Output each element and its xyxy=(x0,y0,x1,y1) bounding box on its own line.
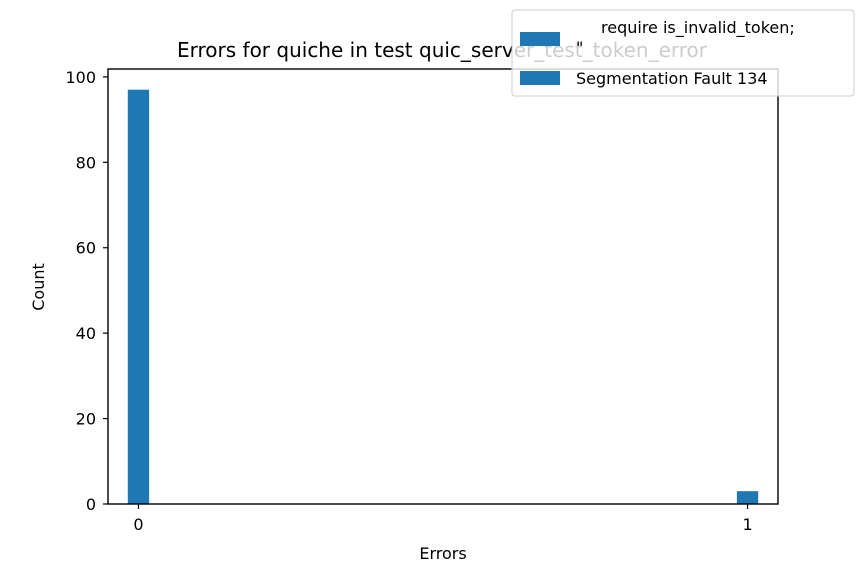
legend-label-line-2: " xyxy=(576,38,583,57)
y-axis: 0 20 40 60 80 100 xyxy=(65,68,108,514)
y-axis-label: Count xyxy=(29,263,48,311)
legend-swatch-require-is-invalid-token xyxy=(520,32,560,46)
plot-frame xyxy=(107,68,779,505)
y-tick-label: 80 xyxy=(76,153,96,172)
x-tick-label: 1 xyxy=(742,515,752,534)
bar-0-0 xyxy=(127,89,150,504)
y-tick-label: 100 xyxy=(65,68,96,87)
bar-1-0 xyxy=(736,491,759,504)
y-tick-label: 20 xyxy=(76,410,96,429)
legend-frame xyxy=(511,9,855,97)
y-tick-label: 60 xyxy=(76,239,96,258)
legend-swatch-segmentation-fault xyxy=(520,71,560,85)
legend-label-require-is-invalid-token: require is_invalid_token; " xyxy=(576,18,800,57)
x-tick-label: 0 xyxy=(133,515,143,534)
x-axis-label: Errors xyxy=(419,544,466,563)
legend-label-line-1: require is_invalid_token; xyxy=(601,18,795,38)
legend: require is_invalid_token; " Segmentation… xyxy=(511,9,855,97)
y-tick-label: 0 xyxy=(86,495,96,514)
y-tick-label: 40 xyxy=(76,324,96,343)
bars-layer xyxy=(127,89,759,504)
legend-label-segmentation-fault: Segmentation Fault 134 xyxy=(576,69,768,88)
